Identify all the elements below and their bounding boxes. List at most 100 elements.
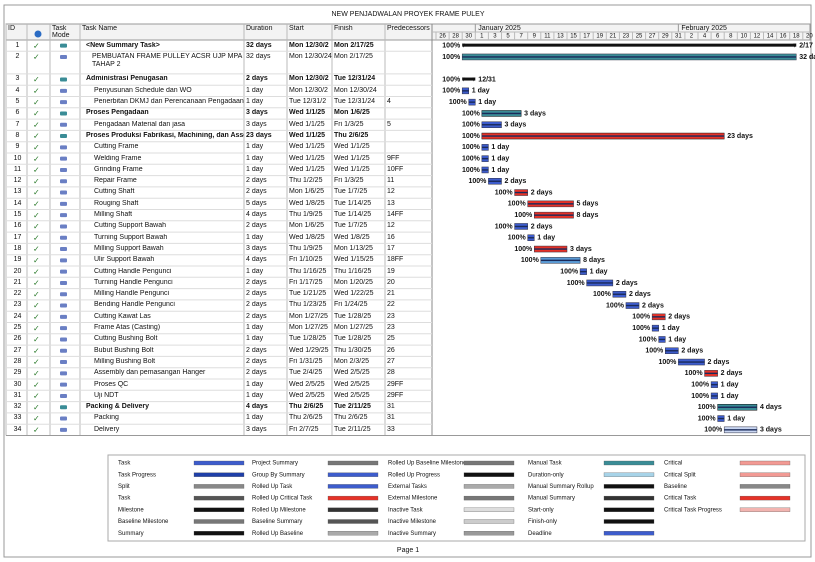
percent-complete: 100% xyxy=(698,415,717,422)
start-date: Thu 1/9/25 xyxy=(289,244,323,252)
predecessors: 16 xyxy=(387,233,395,241)
start-date: Wed 1/29/25 xyxy=(289,346,329,354)
task-name: Grinding Frame xyxy=(94,165,143,173)
bar-label: 1 day xyxy=(537,235,555,242)
percent-complete: 100% xyxy=(495,189,514,196)
task-progress xyxy=(527,237,535,239)
bar-label: 2 days xyxy=(616,280,638,287)
duration: 5 days xyxy=(246,199,267,207)
task-name: Cutting Frame xyxy=(94,143,139,151)
duration: 2 days xyxy=(246,222,267,230)
check-mark: ✓ xyxy=(33,211,40,220)
legend-swatch xyxy=(193,472,245,477)
duration: 2 days xyxy=(246,75,268,83)
legend-swatch xyxy=(327,472,379,477)
day-label: 16 xyxy=(780,34,787,40)
duration: 1 day xyxy=(246,98,264,105)
percent-complete: 100% xyxy=(593,291,612,298)
day-label: 26 xyxy=(439,34,446,40)
day-label: 9 xyxy=(533,34,537,40)
task-progress xyxy=(665,350,679,352)
legend-box xyxy=(107,454,806,542)
duration: 3 days xyxy=(246,109,268,117)
legend-label: Rolled Up Baseline Milestone xyxy=(388,461,467,467)
day-label: 13 xyxy=(557,34,564,40)
task-mode-icon xyxy=(60,145,67,150)
predecessors: 31 xyxy=(387,403,395,411)
task-mode-icon xyxy=(60,258,67,263)
start-date: Mon 1/6/25 xyxy=(289,222,325,230)
percent-complete: 100% xyxy=(468,178,487,185)
task-mode-icon xyxy=(60,326,67,331)
predecessors: 18FF xyxy=(387,256,404,264)
duration: 1 day xyxy=(246,267,264,275)
legend-swatch xyxy=(739,495,791,501)
day-label: 23 xyxy=(623,34,630,40)
task-progress xyxy=(481,135,725,137)
percent-complete: 100% xyxy=(462,167,481,174)
task-name: Proses QC xyxy=(94,380,129,388)
legend-swatch xyxy=(739,484,791,489)
percent-complete: 100% xyxy=(632,325,651,332)
percent-complete: 100% xyxy=(462,110,481,117)
task-id: 13 xyxy=(13,188,22,196)
start-date: Mon 1/27/25 xyxy=(289,312,328,320)
task-progress xyxy=(462,90,469,92)
legend-swatch xyxy=(603,495,655,501)
duration: 2 days xyxy=(246,301,267,309)
start-date: Wed 1/8/25 xyxy=(289,199,325,207)
start-date: Fri 1/17/25 xyxy=(289,278,323,286)
finish-date: Fri 1/3/25 xyxy=(334,120,364,128)
bar-label: 2 days xyxy=(531,189,553,196)
task-progress xyxy=(481,124,502,126)
percent-complete: 100% xyxy=(691,393,710,400)
check-mark: ✓ xyxy=(33,267,40,276)
task-name: Uji NDT xyxy=(94,391,119,399)
task-mode-icon xyxy=(60,348,67,353)
legend-swatch xyxy=(603,507,655,512)
finish-date: Mon 1/27/25 xyxy=(334,324,373,331)
task-mode-icon xyxy=(60,167,67,172)
finish-date: Mon 2/17/25 xyxy=(334,52,373,60)
legend-label: Duration-only xyxy=(528,472,564,478)
task-progress xyxy=(534,214,574,216)
task-progress xyxy=(652,327,659,329)
legend-swatch xyxy=(463,484,515,489)
predecessors: 23 xyxy=(387,324,395,331)
predecessors: 23 xyxy=(387,312,395,320)
predecessors: 28 xyxy=(387,369,395,377)
predecessors: 29FF xyxy=(387,391,404,399)
predecessors: 11 xyxy=(387,177,395,185)
bar-label: 1 day xyxy=(721,393,739,400)
summary-bar xyxy=(462,43,797,47)
legend-swatch xyxy=(603,519,655,524)
duration: 2 days xyxy=(246,346,267,354)
start-date: Wed 1/1/25 xyxy=(289,165,325,173)
legend-label: Manual Task xyxy=(528,461,563,467)
task-mode-icon xyxy=(60,314,67,319)
task-name: Cutting Handle Pengunci xyxy=(94,267,172,275)
start-date: Tue 1/21/25 xyxy=(289,290,327,298)
percent-complete: 100% xyxy=(462,122,481,129)
task-id: 6 xyxy=(15,109,20,117)
percent-complete: 100% xyxy=(567,280,586,287)
percent-complete: 100% xyxy=(462,133,481,140)
duration: 2 days xyxy=(246,312,267,320)
task-mode-icon xyxy=(60,416,67,421)
day-label: 10 xyxy=(741,34,748,40)
duration: 1 day xyxy=(246,86,264,94)
check-mark: ✓ xyxy=(33,166,40,175)
task-name: Penyusunan Schedule dan WO xyxy=(94,86,192,94)
legend-swatch xyxy=(739,507,791,512)
legend-swatch xyxy=(193,484,245,489)
percent-complete: 100% xyxy=(462,144,481,151)
duration: 1 day xyxy=(246,143,264,151)
legend-swatch xyxy=(739,460,791,466)
task-progress xyxy=(652,316,666,318)
duration: 23 days xyxy=(246,131,272,139)
percent-complete: 100% xyxy=(560,268,579,275)
check-mark: ✓ xyxy=(33,403,40,412)
legend-swatch xyxy=(193,507,245,512)
legend-label: Rolled Up Critical Task xyxy=(252,496,313,502)
